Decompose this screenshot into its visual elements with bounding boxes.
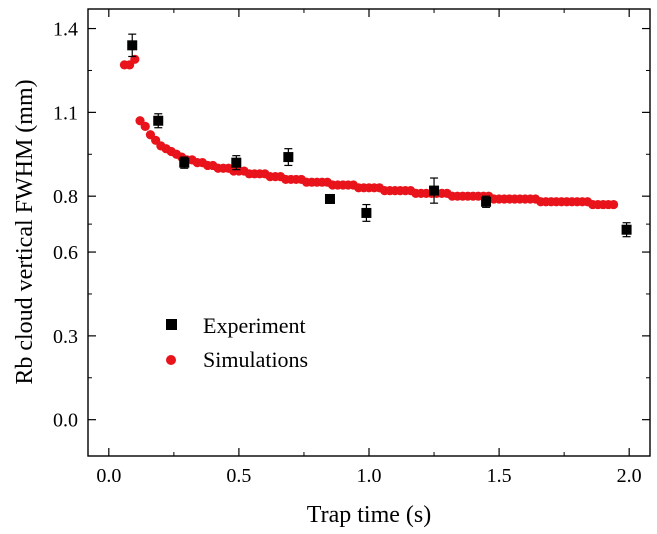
x-tick-label: 0.5: [226, 465, 251, 487]
experiment-series: [127, 33, 632, 238]
experiment-point: [429, 185, 440, 196]
experiment-point: [481, 196, 492, 207]
y-tick-label: 0.6: [53, 242, 78, 264]
y-tick-label: 1.1: [53, 102, 78, 124]
y-axis-ticks: 0.0 0.3 0.6 0.8 1.1 1.4: [53, 19, 650, 432]
x-tick-label: 1.0: [357, 465, 382, 487]
experiment-point: [179, 157, 190, 168]
legend-simulations-marker: [166, 355, 176, 365]
y-tick-label: 0.3: [53, 326, 78, 348]
experiment-point: [231, 157, 242, 168]
experiment-point: [324, 193, 335, 204]
x-axis-title: Trap time (s): [307, 502, 431, 528]
plot-area: 0.0 0.5 1.0 1.5 2.0 0.0 0.3 0.6 0.8 1.1 1.4: [53, 8, 651, 487]
legend-simulations-label: Simulations: [203, 347, 308, 372]
experiment-point: [127, 40, 138, 51]
x-tick-label: 1.5: [487, 465, 512, 487]
experiment-point: [621, 224, 632, 235]
simulation-point: [140, 121, 150, 131]
simulation-point: [608, 199, 619, 210]
experiment-point: [283, 152, 294, 163]
legend-experiment-marker: [166, 319, 177, 330]
y-tick-label: 0.0: [53, 410, 78, 432]
y-tick-label: 0.8: [53, 186, 78, 208]
x-tick-label: 0.0: [96, 465, 121, 487]
experiment-point: [361, 207, 372, 218]
y-axis-title: Rb cloud vertical FWHM (mm): [12, 79, 38, 384]
legend: Experiment Simulations: [166, 313, 308, 372]
simulations-series: [119, 54, 619, 210]
x-axis-ticks: 0.0 0.5 1.0 1.5 2.0: [96, 9, 642, 487]
x-tick-label: 2.0: [617, 465, 642, 487]
y-tick-label: 1.4: [53, 19, 78, 41]
experiment-point: [153, 115, 164, 126]
legend-experiment-label: Experiment: [203, 313, 306, 338]
plot-frame: [87, 8, 651, 457]
